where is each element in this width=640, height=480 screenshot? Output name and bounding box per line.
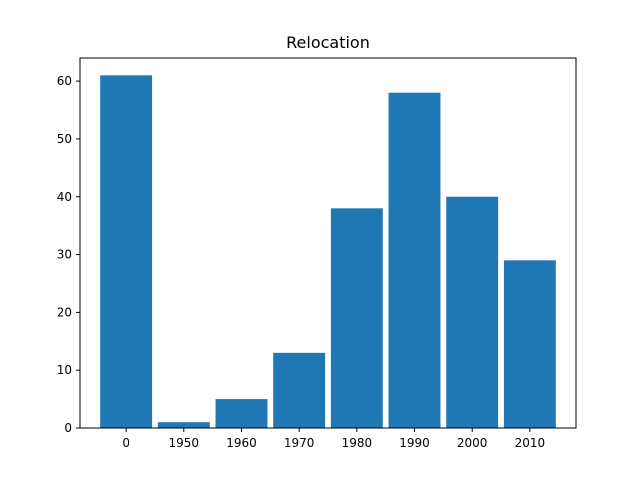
bar-2000 [446, 196, 499, 428]
x-tick-label: 1950 [169, 436, 200, 450]
bar-1970 [273, 352, 326, 428]
x-tick-label: 1980 [342, 436, 373, 450]
bar-1950 [157, 422, 210, 428]
x-tick-label: 2010 [515, 436, 546, 450]
bar-1990 [388, 92, 441, 428]
bar-1980 [330, 208, 383, 428]
x-tick-label: 1960 [226, 436, 257, 450]
y-tick-label: 30 [57, 248, 72, 262]
y-tick-label: 60 [57, 74, 72, 88]
x-tick-label: 1990 [399, 436, 430, 450]
chart-title: Relocation [286, 33, 370, 52]
x-tick-label: 0 [122, 436, 130, 450]
y-tick-label: 10 [57, 363, 72, 377]
x-tick-label: 1970 [284, 436, 315, 450]
x-axis-ticks: 0 1950 1960 1970 1980 1990 2000 2010 [122, 428, 545, 450]
y-tick-label: 40 [57, 190, 72, 204]
y-tick-label: 0 [64, 421, 72, 435]
bar-1960 [215, 399, 268, 428]
y-tick-label: 50 [57, 132, 72, 146]
y-axis-ticks: 0 10 20 30 40 50 60 [57, 74, 80, 435]
y-tick-label: 20 [57, 305, 72, 319]
x-tick-label: 2000 [457, 436, 488, 450]
plot-frame [79, 57, 577, 429]
bars-group [100, 75, 556, 428]
bar-0 [100, 75, 153, 428]
bar-2010 [503, 260, 556, 428]
